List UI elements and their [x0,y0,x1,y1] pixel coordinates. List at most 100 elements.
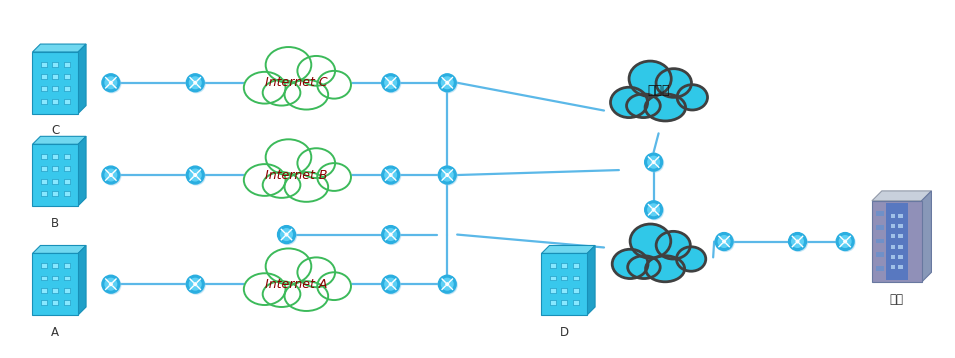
Bar [550,288,556,293]
Circle shape [837,233,854,251]
Bar [550,263,556,268]
Bar [41,288,47,293]
Circle shape [383,75,400,93]
Bar [891,245,896,249]
Ellipse shape [317,163,351,191]
Bar [64,74,70,79]
Bar [53,191,58,196]
Text: D: D [560,326,569,339]
Circle shape [723,240,726,243]
Bar [53,263,58,268]
Bar [562,288,567,293]
Bar [573,276,579,280]
Bar [876,252,883,257]
Bar [573,300,579,305]
Ellipse shape [244,273,286,305]
Bar [876,225,883,230]
Bar [550,276,556,280]
Circle shape [382,166,399,184]
Text: C: C [52,125,59,137]
Bar [64,179,70,184]
Circle shape [103,75,120,93]
Bar [41,99,47,104]
Circle shape [383,276,400,294]
Bar [573,263,579,268]
Circle shape [105,77,117,88]
Ellipse shape [610,87,647,117]
Circle shape [441,77,453,88]
Ellipse shape [244,164,286,196]
Circle shape [390,283,392,286]
Bar [64,99,70,104]
Circle shape [382,226,399,243]
Circle shape [189,169,201,181]
Circle shape [189,279,201,290]
Bar [64,62,70,67]
Circle shape [186,166,204,184]
Bar [891,234,896,238]
Bar [898,234,902,238]
Bar [898,265,902,269]
Text: A: A [52,326,59,339]
Bar [64,263,70,268]
Circle shape [716,233,734,251]
Circle shape [792,236,803,247]
Circle shape [279,227,296,245]
Bar [53,99,58,104]
Circle shape [105,279,117,290]
Bar [41,74,47,79]
Text: Internet B: Internet B [265,169,328,182]
Polygon shape [32,136,86,144]
Circle shape [102,275,119,293]
Bar [64,154,70,159]
Circle shape [385,229,396,240]
Circle shape [439,276,457,294]
Circle shape [103,167,120,185]
Circle shape [446,81,449,84]
Polygon shape [32,246,86,253]
Ellipse shape [265,47,311,83]
Circle shape [385,77,396,88]
Text: Internet C: Internet C [265,76,328,89]
Bar [64,86,70,91]
Ellipse shape [612,249,648,279]
Bar [32,253,78,315]
Circle shape [438,275,456,293]
Text: Internet A: Internet A [265,278,328,291]
Ellipse shape [627,256,660,279]
Circle shape [187,75,205,93]
Bar [41,300,47,305]
Circle shape [715,233,733,251]
Circle shape [194,283,197,286]
Bar [876,212,883,216]
Circle shape [186,275,204,293]
Circle shape [189,77,201,88]
Text: B: B [52,217,59,230]
Circle shape [796,240,798,243]
Circle shape [390,233,392,236]
Circle shape [187,276,205,294]
Bar [64,191,70,196]
Circle shape [278,226,295,243]
Bar [41,276,47,280]
Bar [64,288,70,293]
Circle shape [647,156,659,168]
Circle shape [382,74,399,92]
Circle shape [102,166,119,184]
Bar [872,201,922,282]
Polygon shape [32,44,86,52]
Circle shape [439,167,457,185]
Circle shape [844,240,846,243]
Circle shape [385,279,396,290]
Ellipse shape [629,61,671,97]
Ellipse shape [317,272,351,300]
Polygon shape [541,246,595,253]
Bar [53,288,58,293]
Circle shape [446,174,449,176]
Ellipse shape [263,80,301,106]
Text: 骨干网: 骨干网 [647,84,669,97]
Bar [64,276,70,280]
Bar [891,255,896,259]
Bar [53,62,58,67]
Bar [562,276,567,280]
